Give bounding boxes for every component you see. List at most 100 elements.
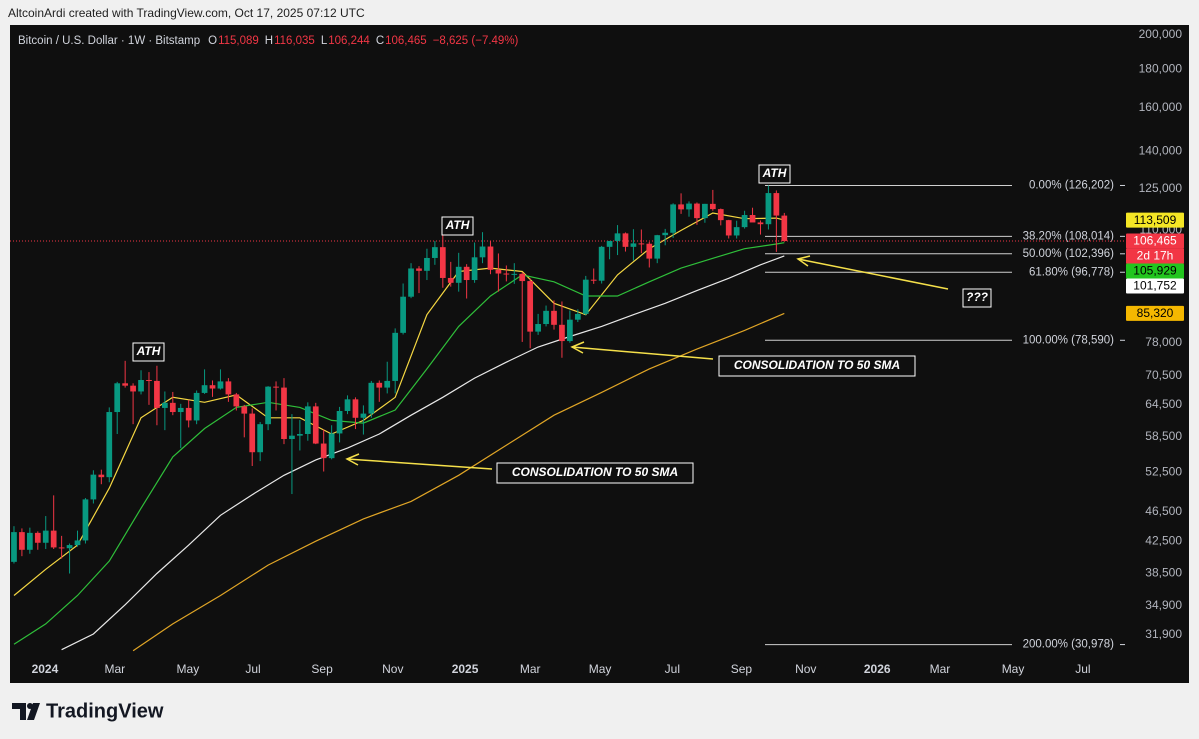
candle-body [559, 324, 565, 342]
candle-body [424, 257, 430, 271]
candle-body [694, 203, 700, 219]
logo-dot [27, 703, 33, 709]
y-tick-label: 78,000 [1145, 335, 1182, 349]
legend-text: L [321, 35, 328, 47]
candle-body [122, 383, 129, 386]
y-tick-label: 200,000 [1139, 27, 1183, 41]
candle-body [400, 296, 406, 333]
candle-body [257, 424, 264, 453]
x-tick-label: May [589, 662, 612, 676]
price-badge-label: 85,320 [1137, 306, 1174, 320]
candle-body [352, 399, 359, 418]
price-badge-label: 106,465 [1133, 234, 1177, 248]
annotation-box [758, 164, 791, 184]
y-tick-label: 38,500 [1145, 566, 1182, 580]
candle-body [519, 273, 526, 282]
candle-body [408, 268, 414, 297]
candle-body [66, 545, 73, 549]
candle-body [233, 394, 240, 407]
candle-body [177, 407, 184, 413]
legend-text: H [265, 35, 273, 47]
arrow-head [796, 255, 811, 267]
price-badge [1126, 263, 1184, 279]
candle-body [368, 382, 375, 414]
price-badge-label: 105,929 [1133, 264, 1177, 278]
candle-body [598, 246, 605, 281]
candle-body [82, 499, 89, 541]
candle-body [503, 273, 510, 275]
y-tick-label: 52,500 [1145, 464, 1182, 478]
arrows [345, 255, 949, 470]
candle-body [19, 532, 25, 550]
candle-body [281, 387, 287, 440]
annotation: ATH [445, 218, 470, 232]
fib-label: 38.20% (108,014) [1023, 230, 1115, 242]
price-badge-label: 101,752 [1133, 279, 1177, 293]
candle-body [106, 412, 113, 478]
arrow [797, 258, 949, 290]
candle-body [590, 279, 597, 281]
candle-body [455, 266, 462, 283]
chart-panel [10, 25, 1189, 683]
y-tick-label: 70,500 [1145, 368, 1182, 382]
candle-body [146, 379, 152, 381]
legend-text: Bitcoin / U.S. Dollar · 1W · Bitstamp [18, 35, 200, 47]
candle-body [360, 413, 367, 418]
candle-body [487, 246, 494, 270]
candle-body [686, 203, 692, 210]
candle-body [606, 240, 613, 247]
candle-body [463, 266, 470, 281]
candle-body [376, 382, 383, 388]
annotation-box [441, 216, 474, 236]
candle-body [193, 392, 200, 421]
candle-body [98, 474, 105, 478]
candle-body [574, 313, 581, 320]
candle-body [265, 386, 271, 425]
price-badge [1126, 305, 1184, 321]
annotation: CONSOLIDATION TO 50 SMA [734, 358, 900, 372]
candle-body [217, 381, 224, 389]
candle-body [765, 193, 772, 225]
legend-text: C [376, 35, 384, 47]
candle-body [289, 435, 295, 440]
candle-body [439, 247, 446, 278]
annotations: ATH ATH ATH CONSOLIDATION TO 50 SMA CONS… [132, 164, 992, 484]
y-tick-label: 180,000 [1139, 62, 1183, 76]
x-tick-label: Sep [731, 662, 753, 676]
price-badge [1126, 212, 1184, 228]
y-tick-label: 58,500 [1145, 429, 1182, 443]
candle-body [670, 204, 676, 233]
candle-body [582, 279, 589, 314]
candle-body [169, 402, 176, 413]
moving-average [13, 242, 785, 645]
fib-label: 0.00% (126,202) [1029, 180, 1114, 192]
candle-body [432, 247, 438, 258]
fib-label: 61.80% (96,778) [1029, 266, 1114, 278]
candle-body [58, 547, 65, 549]
candle-body [249, 413, 256, 453]
y-tick-label: 125,000 [1139, 181, 1183, 195]
candle-body [646, 243, 653, 259]
brand: TradingView [46, 700, 164, 722]
candle-body [154, 380, 160, 408]
arrow-head [345, 453, 360, 466]
legend-text: O [208, 35, 217, 47]
candle-body [717, 209, 724, 221]
candle-body [662, 232, 669, 236]
annotation-box [496, 462, 694, 484]
y-tick-label: 31,900 [1145, 627, 1182, 641]
x-tick-label: Mar [104, 662, 125, 676]
countdown-badge [1126, 248, 1184, 264]
candle-body [320, 443, 327, 459]
candle-body [225, 381, 232, 395]
x-tick-label: 2024 [32, 662, 59, 676]
candle-body [614, 233, 621, 241]
legend-text: 116,035 [274, 35, 315, 47]
x-tick-label: 2025 [452, 662, 479, 676]
candle-body [392, 332, 399, 381]
candle-body [622, 233, 629, 247]
fib-label: 50.00% (102,396) [1023, 248, 1115, 260]
candle-body [344, 399, 351, 412]
candle-body [702, 203, 708, 219]
